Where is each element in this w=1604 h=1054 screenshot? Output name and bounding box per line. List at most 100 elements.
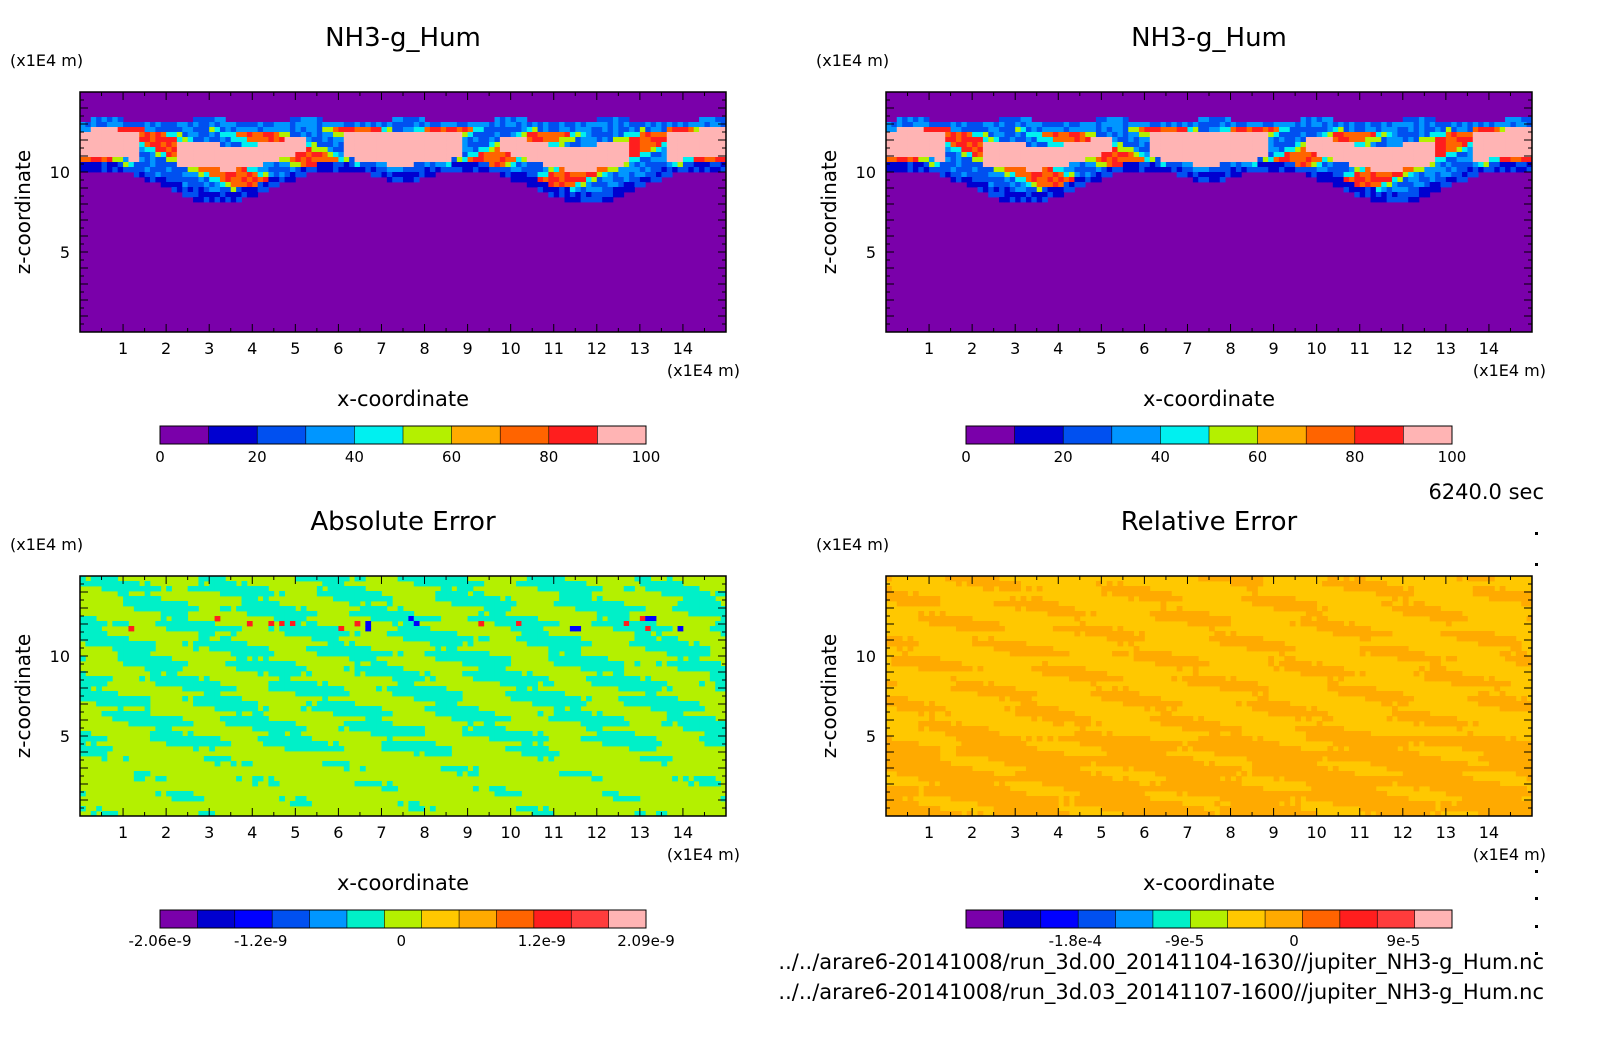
heat-cell [972, 127, 978, 133]
heat-cell [257, 137, 264, 143]
heat-cell [886, 167, 892, 173]
heat-cell [435, 132, 442, 138]
heat-cell [397, 616, 404, 622]
heat-cell [548, 636, 555, 642]
heat-cell [1203, 127, 1210, 133]
heat-cell [128, 716, 135, 722]
colorbar-tick-label: 20 [248, 448, 267, 466]
heat-cell [559, 601, 565, 607]
heat-cell [419, 142, 425, 148]
heat-cell [219, 127, 226, 133]
heat-cell [1085, 147, 1091, 153]
heat-cell [575, 696, 582, 702]
heat-cell [1192, 172, 1199, 178]
heat-cell [198, 167, 205, 173]
colorbar-segment [403, 426, 452, 444]
heat-cell [263, 651, 269, 657]
heat-cell [1058, 127, 1065, 133]
heat-cell [1305, 137, 1312, 143]
heat-cell [553, 716, 560, 722]
heat-cell [720, 167, 727, 173]
heat-cell [1354, 162, 1361, 168]
heat-cell [1515, 122, 1522, 128]
heat-cell [306, 646, 312, 652]
heat-cell [945, 172, 951, 178]
heat-cell [955, 152, 962, 158]
heat-cell [462, 157, 468, 163]
heat-cell [467, 706, 474, 712]
heat-cell [149, 137, 156, 143]
heat-cell [494, 132, 501, 138]
heat-cell [478, 716, 485, 722]
heat-cell [263, 721, 269, 727]
heat-cell [1478, 137, 1484, 143]
heat-cell [1155, 132, 1161, 138]
heat-cell [467, 142, 474, 148]
heat-cell [203, 147, 210, 153]
heat-cell [1515, 162, 1522, 168]
heat-cell [252, 706, 259, 712]
heat-cell [462, 726, 468, 732]
heat-cell [682, 596, 689, 602]
heat-cell [397, 651, 404, 657]
heat-cell [160, 661, 167, 667]
heat-cell [1187, 167, 1194, 173]
heat-cell [575, 596, 582, 602]
heat-cell [268, 147, 275, 153]
heat-cell [90, 691, 97, 697]
heat-cell [403, 152, 409, 158]
heat-cell [1278, 137, 1285, 143]
heat-cell [1359, 157, 1366, 163]
heat-cell [499, 152, 506, 158]
heat-cell [656, 681, 662, 687]
heat-cell [548, 641, 555, 647]
heat-cell [419, 676, 425, 682]
heat-cell [1424, 177, 1431, 183]
heat-cell [354, 167, 361, 173]
heat-cell [246, 182, 253, 188]
heat-cell [1435, 167, 1441, 173]
heat-cell [1305, 147, 1312, 153]
heat-cell [489, 142, 495, 148]
heat-cell [939, 122, 946, 128]
heat-cell [117, 696, 124, 702]
heat-cell [596, 621, 603, 627]
heat-cell [279, 626, 285, 632]
heat-cell [1451, 127, 1458, 133]
heat-cell [1252, 142, 1258, 148]
heat-cell [1074, 137, 1081, 143]
heat-cell [462, 711, 468, 717]
heat-cell [1467, 122, 1474, 128]
heat-cell [289, 122, 296, 128]
x-tick-label: 14 [1479, 339, 1499, 358]
heat-cell [553, 601, 560, 607]
heat-cell [1494, 137, 1501, 143]
heat-cell [934, 162, 941, 168]
heat-cell [559, 147, 565, 153]
heat-cell [203, 157, 210, 163]
heat-cell [1381, 127, 1388, 133]
heat-cell [1440, 152, 1447, 158]
heat-cell [322, 626, 329, 632]
heat-cell [230, 172, 237, 178]
heat-cell [532, 172, 538, 178]
heat-cell [907, 162, 914, 168]
heat-cell [408, 616, 415, 622]
heat-cell [645, 152, 652, 158]
heat-cell [123, 661, 129, 667]
heat-cell [672, 701, 678, 707]
heat-cell [934, 142, 941, 148]
heat-cell [123, 142, 129, 148]
heat-cell [209, 152, 215, 158]
heat-cell [1413, 127, 1420, 133]
heat-cell [144, 122, 151, 128]
heat-cell [1020, 132, 1027, 138]
heat-cell [123, 656, 129, 662]
heat-cell [521, 167, 528, 173]
heat-cell [268, 681, 275, 687]
heat-cell [1451, 147, 1458, 153]
heat-cell [1300, 147, 1307, 153]
heat-cell [1252, 137, 1258, 143]
heat-cell [612, 122, 619, 128]
heat-cell [96, 142, 102, 148]
